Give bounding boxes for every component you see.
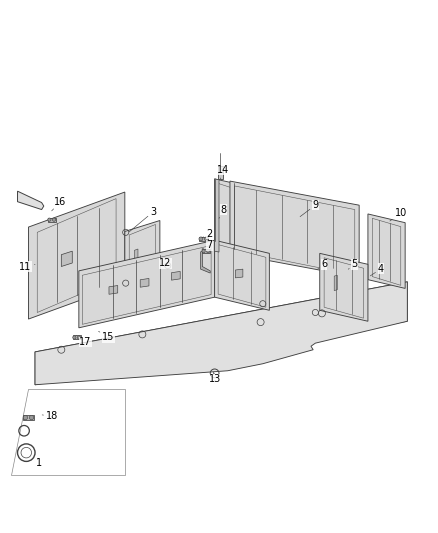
- Circle shape: [23, 415, 28, 420]
- Circle shape: [53, 218, 56, 221]
- Polygon shape: [73, 335, 81, 340]
- Polygon shape: [215, 179, 234, 255]
- Text: 12: 12: [159, 259, 172, 269]
- Polygon shape: [140, 278, 149, 287]
- Polygon shape: [18, 191, 44, 209]
- Polygon shape: [129, 224, 155, 280]
- Text: 9: 9: [300, 200, 318, 216]
- Polygon shape: [171, 271, 180, 280]
- Text: 4: 4: [370, 264, 384, 276]
- Polygon shape: [23, 415, 34, 420]
- Polygon shape: [35, 282, 407, 385]
- Text: 3: 3: [129, 207, 156, 232]
- Circle shape: [48, 218, 51, 221]
- Text: 10: 10: [390, 208, 407, 221]
- Polygon shape: [218, 166, 223, 179]
- Circle shape: [77, 336, 81, 339]
- Polygon shape: [215, 240, 269, 310]
- Text: 18: 18: [42, 411, 59, 421]
- Circle shape: [202, 249, 205, 253]
- Text: 2: 2: [202, 229, 212, 239]
- Polygon shape: [79, 240, 215, 328]
- Text: 13: 13: [209, 374, 222, 384]
- Polygon shape: [11, 389, 125, 474]
- Polygon shape: [368, 214, 405, 288]
- Text: 8: 8: [219, 205, 226, 219]
- Polygon shape: [218, 245, 266, 307]
- Polygon shape: [125, 221, 160, 284]
- Polygon shape: [82, 246, 211, 324]
- Polygon shape: [201, 251, 210, 273]
- Circle shape: [29, 415, 34, 420]
- Polygon shape: [202, 249, 210, 253]
- Text: 16: 16: [52, 197, 67, 211]
- Polygon shape: [218, 183, 231, 253]
- Polygon shape: [48, 217, 56, 222]
- Text: 6: 6: [318, 260, 327, 269]
- Circle shape: [73, 336, 76, 339]
- Polygon shape: [28, 192, 125, 319]
- Text: 11: 11: [19, 262, 35, 271]
- Circle shape: [199, 237, 203, 241]
- Text: 15: 15: [99, 332, 115, 343]
- Polygon shape: [37, 199, 116, 312]
- Polygon shape: [324, 258, 364, 318]
- Polygon shape: [372, 219, 401, 285]
- Polygon shape: [61, 251, 72, 266]
- Polygon shape: [109, 286, 118, 294]
- Polygon shape: [236, 269, 243, 278]
- Text: 17: 17: [77, 335, 92, 347]
- Polygon shape: [320, 253, 368, 321]
- Circle shape: [206, 249, 210, 253]
- Polygon shape: [35, 282, 407, 385]
- Polygon shape: [199, 237, 208, 241]
- Text: 14: 14: [217, 165, 230, 179]
- Polygon shape: [215, 179, 219, 252]
- Polygon shape: [134, 249, 138, 266]
- Text: 7: 7: [202, 240, 212, 251]
- Polygon shape: [234, 186, 355, 275]
- Polygon shape: [230, 181, 359, 278]
- Polygon shape: [334, 275, 337, 290]
- Text: 1: 1: [34, 455, 42, 468]
- Text: 5: 5: [348, 260, 358, 269]
- Circle shape: [205, 237, 208, 241]
